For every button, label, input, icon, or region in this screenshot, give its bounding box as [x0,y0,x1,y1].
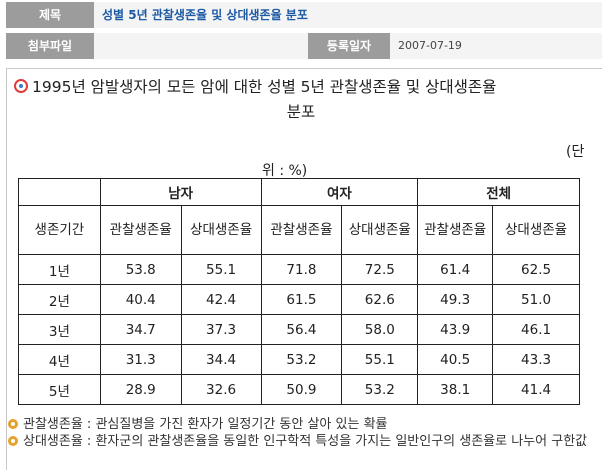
empty-header-cell [18,178,101,206]
value-cell: 34.4 [180,344,262,375]
value-cell: 56.4 [260,314,343,345]
group-header-male: 남자 [99,178,262,206]
value-cell: 62.5 [492,254,580,285]
value-cell: 53.2 [260,344,343,375]
content-heading: 1995년 암발생자의 모든 암에 대한 성별 5년 관찰생존율 및 상대생존율 [14,78,594,97]
note-bullet-icon [8,419,18,429]
sub-header: 상대생존율 [341,205,419,255]
unit-note-line1: (단 [566,144,585,160]
value-cell: 42.4 [180,284,262,315]
period-cell: 3년 [18,314,101,345]
definition-notes: 관찰생존율 : 관심질병을 가진 환자가 일정기간 동안 살아 있는 확률 상대… [8,416,598,450]
value-cell: 71.8 [260,254,343,285]
period-cell: 2년 [18,284,101,315]
value-cell: 34.7 [99,314,182,345]
value-cell: 40.4 [99,284,182,315]
value-cell: 53.2 [341,374,419,405]
circle-bullet-icon [14,79,28,93]
note-item: 상대생존율 : 환자군의 관찰생존율을 동일한 인구학적 특성을 가지는 일반인… [8,433,598,450]
sub-header: 관찰생존율 [417,205,494,255]
table-row: 1년 53.8 55.1 71.8 72.5 61.4 62.5 [18,254,580,285]
value-cell: 55.1 [180,254,262,285]
date-label: 등록일자 [308,33,390,59]
note-text: 상대생존율 : 환자군의 관찰생존율을 동일한 인구학적 특성을 가지는 일반인… [23,434,588,449]
table-row: 5년 28.9 32.6 50.9 53.2 38.1 41.4 [18,374,580,405]
period-cell: 4년 [18,344,101,375]
table-row: 4년 31.3 34.4 53.2 55.1 40.5 43.3 [18,344,580,375]
unit-note-line2: 위 : %) [262,163,308,179]
value-cell: 55.1 [341,344,419,375]
value-cell: 43.3 [492,344,580,375]
date-value: 2007-07-19 [390,33,602,59]
value-cell: 62.6 [341,284,419,315]
value-cell: 58.0 [341,314,419,345]
title-label: 제목 [6,2,94,28]
value-cell: 38.1 [417,374,494,405]
sub-header: 상대생존율 [180,205,262,255]
sub-header: 관찰생존율 [260,205,343,255]
value-cell: 31.3 [99,344,182,375]
value-cell: 49.3 [417,284,494,315]
note-item: 관찰생존율 : 관심질병을 가진 환자가 일정기간 동안 살아 있는 확률 [8,416,598,433]
value-cell: 72.5 [341,254,419,285]
sub-header-row: 생존기간 관찰생존율 상대생존율 관찰생존율 상대생존율 관찰생존율 상대생존율 [18,205,580,255]
period-cell: 1년 [18,254,101,285]
value-cell: 61.5 [260,284,343,315]
value-cell: 51.0 [492,284,580,315]
attachment-label: 첨부파일 [6,33,94,59]
group-header-total: 전체 [417,178,580,206]
period-cell: 5년 [18,374,101,405]
table-row: 3년 34.7 37.3 56.4 58.0 43.9 46.1 [18,314,580,345]
value-cell: 37.3 [180,314,262,345]
row-header-period: 생존기간 [18,205,101,255]
content-heading-continued: 분포 [286,103,316,121]
value-cell: 40.5 [417,344,494,375]
post-title: 성별 5년 관찰생존율 및 상대생존율 분포 [94,2,602,28]
group-header-female: 여자 [260,178,419,206]
table-row: 2년 40.4 42.4 61.5 62.6 49.3 51.0 [18,284,580,315]
value-cell: 41.4 [492,374,580,405]
value-cell: 32.6 [180,374,262,405]
note-text: 관찰생존율 : 관심질병을 가진 환자가 일정기간 동안 살아 있는 확률 [23,417,388,432]
survival-table: 남자 여자 전체 생존기간 관찰생존율 상대생존율 관찰생존율 상대생존율 관찰… [18,178,580,405]
sub-header: 관찰생존율 [99,205,182,255]
value-cell: 28.9 [99,374,182,405]
value-cell: 50.9 [260,374,343,405]
value-cell: 46.1 [492,314,580,345]
value-cell: 43.9 [417,314,494,345]
value-cell: 53.8 [99,254,182,285]
content-box [6,68,602,470]
group-header-row: 남자 여자 전체 [18,178,580,206]
note-bullet-icon [8,436,18,446]
title-row: 제목 성별 5년 관찰생존율 및 상대생존율 분포 [0,2,602,30]
sub-header: 상대생존율 [492,205,580,255]
attachment-row: 첨부파일 등록일자 2007-07-19 [0,33,602,61]
value-cell: 61.4 [417,254,494,285]
